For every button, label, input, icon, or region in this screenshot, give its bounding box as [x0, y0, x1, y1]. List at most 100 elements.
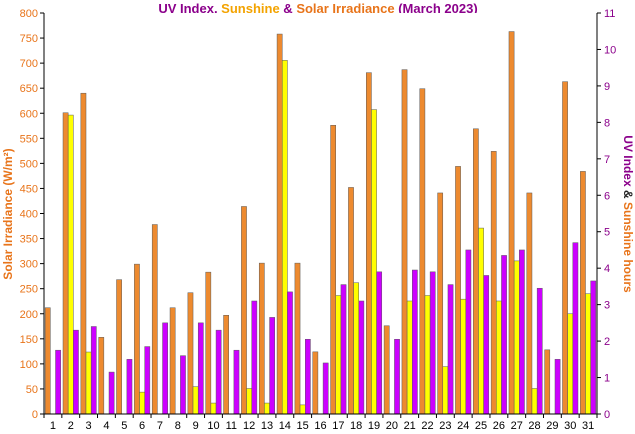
x-tick-label: 29 [546, 420, 558, 432]
bar-series1-day10 [210, 402, 217, 415]
bar-series2-day2 [73, 329, 79, 415]
bar-series2-day1 [55, 349, 61, 415]
bars-group [44, 31, 597, 415]
bar-series2-day12 [251, 300, 258, 415]
bar-series2-day23 [447, 284, 454, 415]
y-right-tick-label: 0 [604, 409, 610, 421]
x-tick-label: 3 [86, 420, 92, 432]
bar-series2-day5 [126, 359, 133, 415]
bar-series2-day26 [501, 255, 507, 415]
bar-series0-day28 [526, 192, 533, 415]
chart-title-part-1: , [214, 1, 221, 16]
bar-series0-day24 [455, 166, 461, 415]
y-left-tick-label: 400 [20, 209, 38, 221]
bar-series2-day22 [429, 271, 436, 415]
x-tick-label: 14 [279, 420, 291, 432]
x-tick-label: 15 [297, 420, 309, 432]
bar-series2-day24 [465, 249, 472, 415]
x-tick-label: 23 [439, 420, 451, 432]
bar-series0-day22 [419, 88, 426, 415]
bar-series1-day28 [531, 388, 538, 415]
bar-series1-day15 [299, 404, 306, 415]
bar-series2-day8 [180, 355, 186, 415]
bar-series2-day25 [483, 275, 490, 415]
y-left-tick-label: 700 [20, 58, 38, 70]
bar-series0-day23 [437, 192, 444, 415]
x-tick-label: 4 [103, 420, 109, 432]
y-left-tick-label: 150 [20, 334, 38, 346]
x-tick-label: 5 [121, 420, 127, 432]
y-right-label-part-2: Sunshine hours [621, 202, 635, 293]
bar-series0-day15 [294, 262, 301, 415]
bar-series0-day17 [330, 125, 336, 415]
y-left-tick-label: 800 [20, 8, 38, 20]
bar-series0-day20 [383, 325, 390, 415]
bar-series2-day15 [305, 339, 311, 415]
y-right-tick-labels: 0 1 2 3 4 5 6 7 8 9 10 11 [597, 8, 616, 421]
y-left-tick-label: 350 [20, 234, 38, 246]
bar-series0-day10 [205, 271, 212, 415]
bar-series2-day17 [340, 284, 347, 415]
bar-series2-day3 [90, 326, 97, 415]
bar-series0-day5 [116, 279, 122, 415]
bar-series0-day13 [258, 262, 265, 415]
bar-series0-day12 [241, 206, 247, 415]
y-right-tick-label: 3 [604, 300, 610, 312]
y-right-label-part-0: UV Index [621, 135, 635, 187]
x-tick-label: 17 [332, 420, 344, 432]
chart-title-part-2: Sunshine [221, 1, 280, 16]
y-left-tick-label: 550 [20, 133, 38, 145]
bar-series0-day1 [44, 307, 51, 415]
bar-series2-day29 [554, 359, 561, 415]
bar-series1-day22 [424, 295, 431, 415]
y-right-tick-label: 10 [604, 44, 616, 56]
bar-series2-day7 [162, 322, 168, 415]
bar-series0-day14 [276, 33, 283, 415]
x-tick-label: 12 [243, 420, 255, 432]
bar-series2-day28 [536, 287, 543, 415]
y-right-tick-label: 5 [604, 227, 610, 239]
bar-series2-day18 [358, 300, 365, 415]
bar-series1-day17 [335, 295, 342, 415]
bar-series2-day10 [215, 329, 222, 415]
bar-series0-day4 [98, 337, 105, 415]
bar-series1-day23 [442, 366, 449, 415]
x-tick-label: 9 [193, 420, 199, 432]
bar-series0-day11 [223, 315, 229, 415]
x-tick-label: 22 [421, 420, 433, 432]
y-right-tick-label: 7 [604, 154, 610, 166]
bar-series1-day24 [460, 298, 467, 415]
y-left-tick-label: 300 [20, 259, 38, 271]
bar-series0-day19 [366, 72, 372, 415]
bar-series2-day30 [572, 242, 579, 415]
plot-area [43, 13, 598, 415]
x-tick-label: 28 [528, 420, 540, 432]
y-right-tick-label: 4 [604, 263, 610, 275]
bar-series1-day2 [67, 114, 74, 415]
bar-series0-day27 [508, 31, 515, 415]
x-tick-label: 19 [368, 420, 380, 432]
chart-title: UV Index, Sunshine & Solar Irradiance (M… [158, 1, 477, 16]
bar-series2-day6 [144, 346, 151, 415]
x-tick-label: 2 [68, 420, 74, 432]
bar-series2-day31 [590, 280, 597, 415]
bar-series2-day13 [269, 317, 275, 415]
x-tick-label: 16 [314, 420, 326, 432]
y-right-tick-label: 1 [604, 373, 610, 385]
bar-series0-day6 [134, 263, 140, 415]
x-tick-label: 13 [261, 420, 273, 432]
x-tick-label: 21 [404, 420, 416, 432]
y-left-tick-label: 100 [20, 359, 38, 371]
bar-series1-day6 [139, 391, 145, 415]
chart-title-part-5: (March 2023) [395, 1, 478, 16]
bar-series1-day18 [353, 282, 360, 415]
y-right-tick-label: 2 [604, 336, 610, 348]
bar-series0-day7 [151, 224, 158, 415]
y-right-tick-label: 6 [604, 190, 610, 202]
bar-series2-day16 [322, 362, 329, 415]
bar-series1-day13 [264, 402, 270, 415]
x-tick-label: 31 [582, 420, 594, 432]
x-tick-label: 10 [207, 420, 219, 432]
bar-series2-day4 [108, 371, 115, 415]
